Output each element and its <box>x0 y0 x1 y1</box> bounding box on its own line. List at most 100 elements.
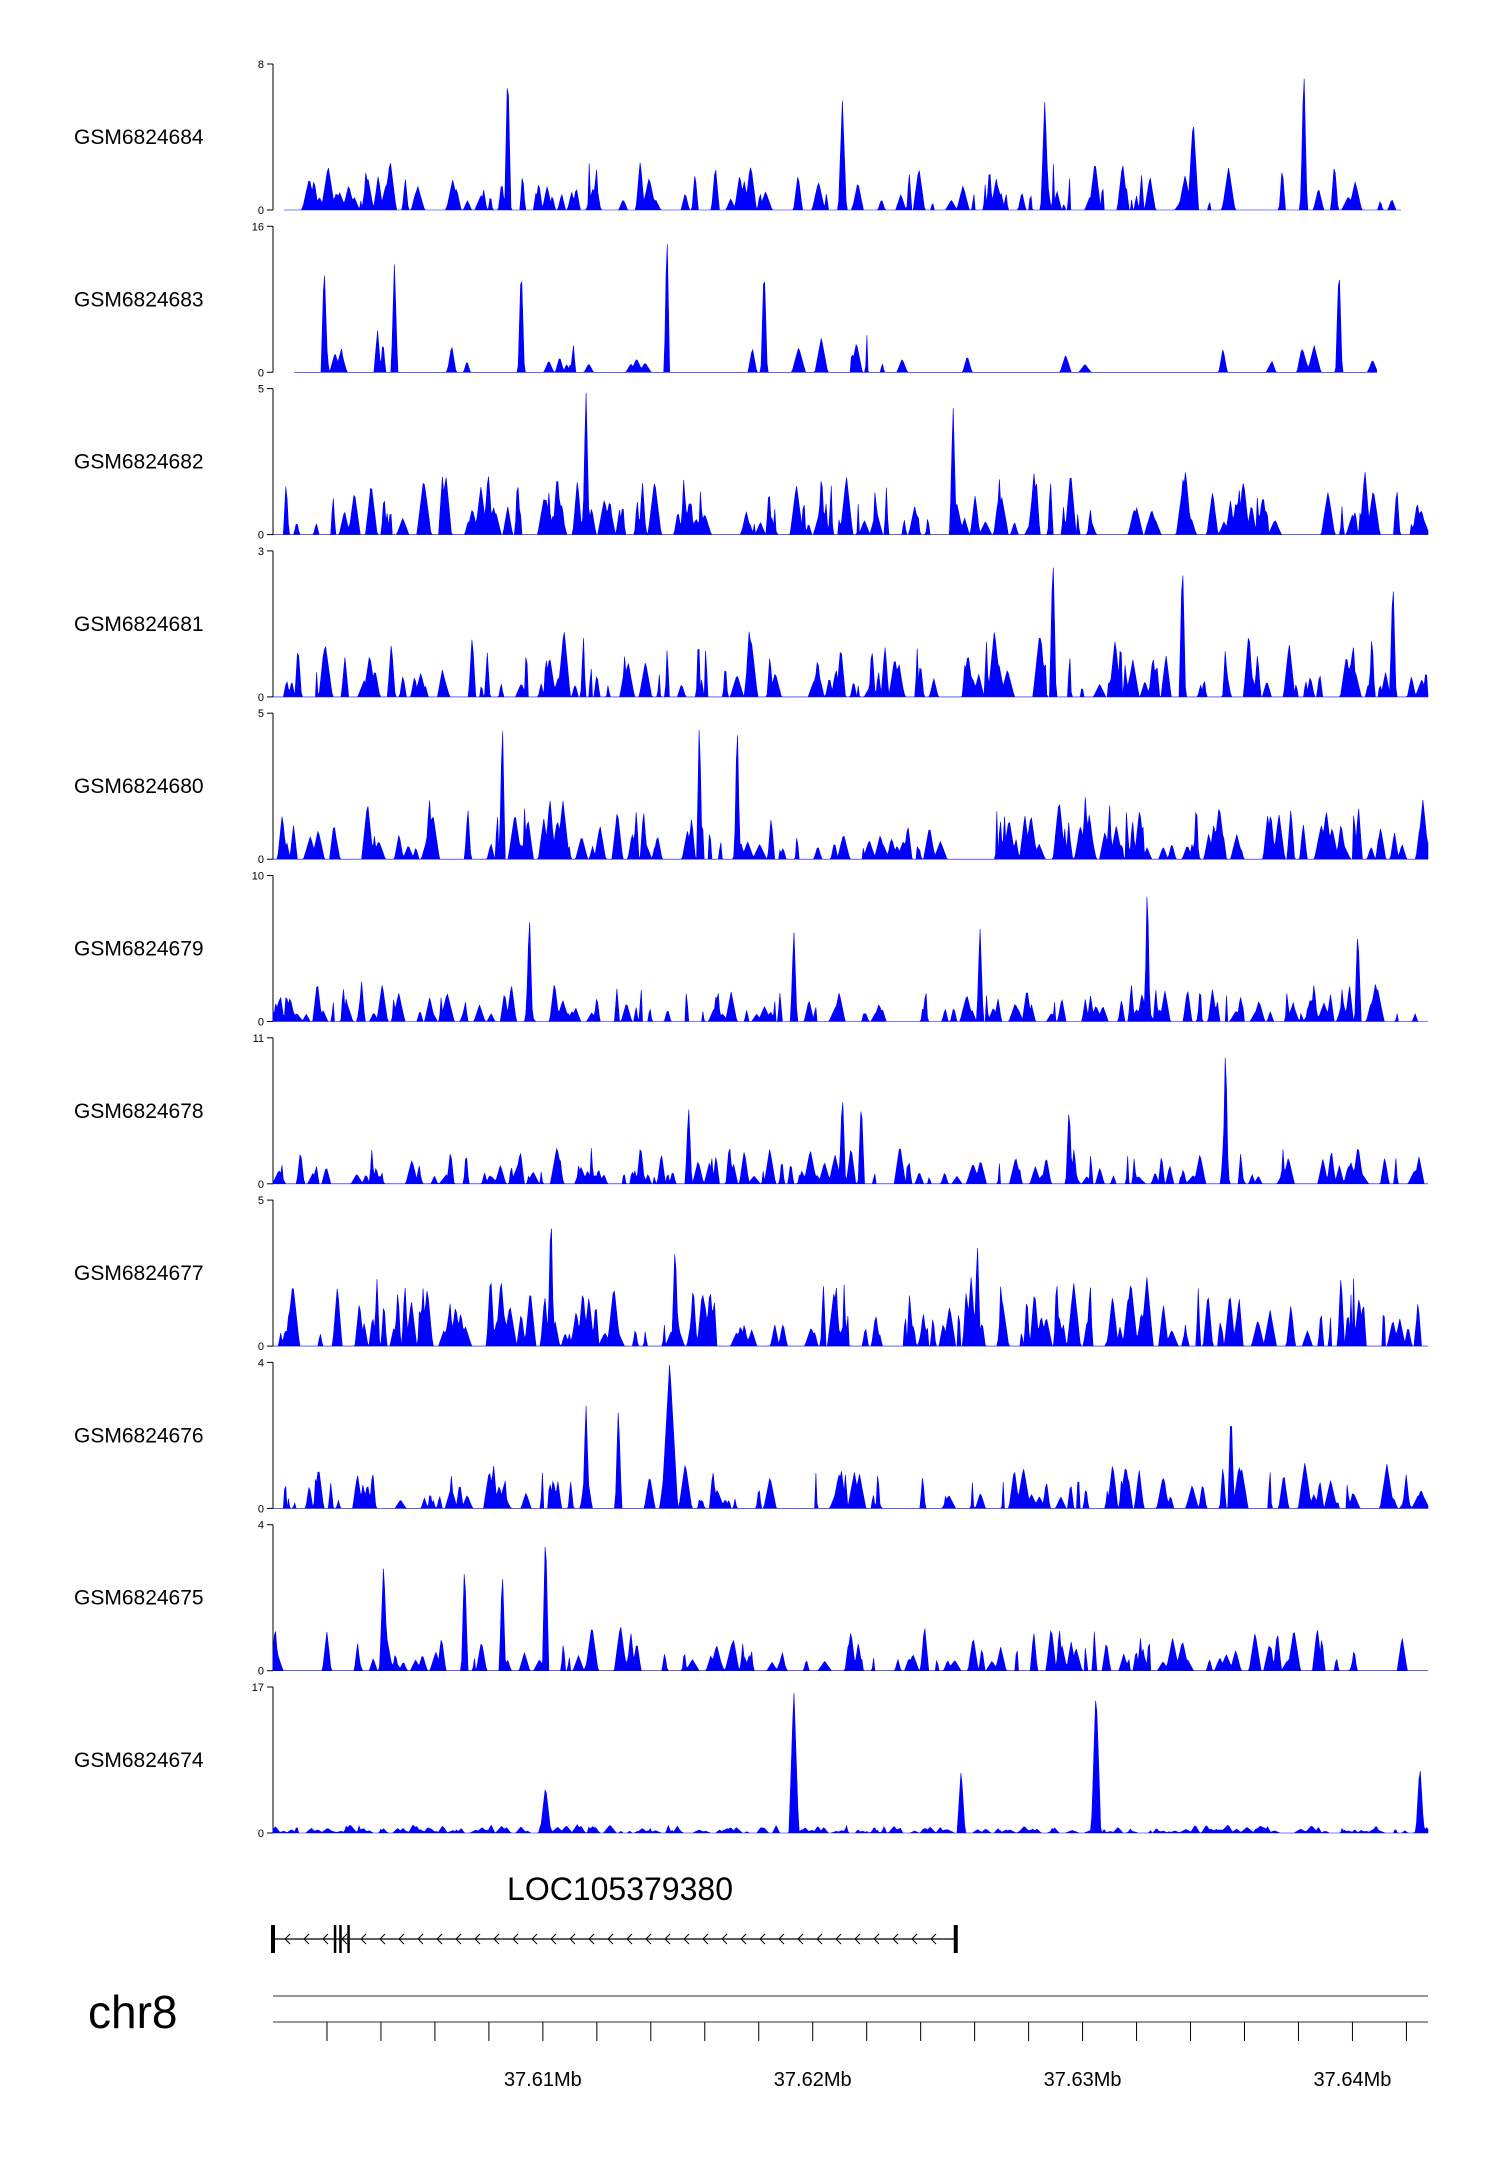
strand-chevron <box>854 1933 861 1945</box>
strand-chevron <box>645 1933 652 1945</box>
track-label: GSM6824674 <box>74 1749 204 1772</box>
track-GSM6824684: GSM6824684 8 0 <box>74 59 1401 217</box>
coverage-area <box>273 567 1429 699</box>
y-max-label: 5 <box>258 384 264 396</box>
strand-chevron <box>702 1933 709 1945</box>
track-GSM6824675: GSM6824675 4 0 <box>74 1520 1428 1678</box>
y-min-label: 0 <box>258 1017 264 1029</box>
track-GSM6824674: GSM6824674 17 0 <box>74 1682 1429 1840</box>
track-GSM6824682: GSM6824682 5 0 <box>74 384 1429 542</box>
y-max-label: 16 <box>252 221 264 233</box>
x-tick-label: 37.62Mb <box>774 2069 852 2091</box>
y-min-label: 0 <box>258 692 264 704</box>
strand-chevron <box>588 1933 595 1945</box>
strand-chevron <box>512 1933 519 1945</box>
strand-chevron <box>550 1933 557 1945</box>
track-GSM6824679: GSM6824679 10 0 <box>74 871 1428 1029</box>
strand-chevron <box>816 1933 823 1945</box>
strand-chevron <box>493 1933 500 1945</box>
strand-chevron <box>360 1933 367 1945</box>
strand-chevron <box>759 1933 766 1945</box>
strand-chevron <box>322 1933 329 1945</box>
y-max-label: 11 <box>253 1033 264 1045</box>
y-max-label: 3 <box>258 546 264 558</box>
strand-chevron <box>455 1933 462 1945</box>
chromosome-axis: chr8 37.61Mb 37.62Mb 37.63Mb 37.64Mb <box>88 1986 1428 2091</box>
y-min-label: 0 <box>258 1179 264 1191</box>
track-label: GSM6824682 <box>74 451 204 474</box>
strand-chevron <box>892 1933 899 1945</box>
strand-chevron <box>873 1933 880 1945</box>
x-tick-label: 37.64Mb <box>1314 2069 1392 2091</box>
y-min-label: 0 <box>258 854 264 866</box>
coverage-area <box>272 1546 1428 1672</box>
strand-chevron <box>569 1933 576 1945</box>
y-min-label: 0 <box>258 367 264 379</box>
x-tick-label: 37.63Mb <box>1044 2069 1122 2091</box>
coverage-tracks: GSM682468480GSM6824683160GSM682468250GSM… <box>74 59 1429 1840</box>
coverage-area <box>283 78 1401 211</box>
track-GSM6824680: GSM6824680 5 0 <box>74 708 1429 866</box>
strand-chevron <box>436 1933 443 1945</box>
strand-chevron <box>740 1933 747 1945</box>
coverage-area <box>272 1693 1429 1834</box>
strand-chevron <box>398 1933 405 1945</box>
strand-chevron <box>607 1933 614 1945</box>
track-label: GSM6824681 <box>74 613 204 636</box>
track-label: GSM6824677 <box>74 1262 204 1285</box>
y-max-label: 4 <box>258 1520 264 1532</box>
strand-chevron <box>683 1933 690 1945</box>
y-min-label: 0 <box>258 1503 264 1515</box>
track-label: GSM6824676 <box>74 1424 204 1447</box>
y-max-label: 8 <box>258 59 264 71</box>
track-GSM6824676: GSM6824676 4 0 <box>74 1357 1429 1515</box>
track-label: GSM6824675 <box>74 1587 204 1610</box>
track-GSM6824678: GSM6824678 11 0 <box>74 1033 1428 1191</box>
strand-chevron <box>664 1933 671 1945</box>
strand-chevron <box>531 1933 538 1945</box>
coverage-area <box>273 392 1429 536</box>
strand-chevron <box>341 1933 348 1945</box>
gene-model <box>271 1925 958 1953</box>
y-max-label: 17 <box>252 1682 264 1694</box>
track-label: GSM6824684 <box>74 126 204 149</box>
gene-exon <box>271 1925 275 1953</box>
y-min-label: 0 <box>258 1666 264 1678</box>
strand-chevron <box>797 1933 804 1945</box>
strand-chevron <box>778 1933 785 1945</box>
y-max-label: 5 <box>258 708 264 720</box>
gene-track: LOC105379380 <box>271 1871 958 1953</box>
coverage-area <box>272 1057 1428 1185</box>
track-label: GSM6824678 <box>74 1100 204 1123</box>
y-min-label: 0 <box>258 1341 264 1353</box>
track-GSM6824677: GSM6824677 5 0 <box>74 1195 1428 1353</box>
track-label: GSM6824683 <box>74 288 204 311</box>
gene-exon <box>347 1925 350 1953</box>
y-min-label: 0 <box>258 205 264 217</box>
coverage-area <box>294 244 1377 373</box>
strand-chevron <box>911 1933 918 1945</box>
strand-chevron <box>474 1933 481 1945</box>
coverage-area <box>273 1228 1428 1347</box>
track-GSM6824683: GSM6824683 16 0 <box>74 221 1377 379</box>
strand-chevron <box>835 1933 842 1945</box>
y-max-label: 4 <box>258 1357 264 1369</box>
y-max-label: 5 <box>258 1195 264 1207</box>
gene-exon <box>953 1925 958 1953</box>
track-label: GSM6824680 <box>74 775 204 798</box>
y-min-label: 0 <box>258 1828 264 1840</box>
strand-chevron <box>303 1933 310 1945</box>
coverage-area <box>273 1364 1429 1510</box>
strand-chevron <box>417 1933 424 1945</box>
strand-chevron <box>930 1933 937 1945</box>
gene-exon <box>339 1925 342 1953</box>
coverage-area <box>272 896 1428 1023</box>
strand-chevron <box>721 1933 728 1945</box>
track-label: GSM6824679 <box>74 938 204 961</box>
y-min-label: 0 <box>258 530 264 542</box>
y-max-label: 10 <box>252 871 264 883</box>
coverage-area <box>273 730 1429 861</box>
track-GSM6824681: GSM6824681 3 0 <box>74 546 1429 704</box>
strand-chevron <box>379 1933 386 1945</box>
